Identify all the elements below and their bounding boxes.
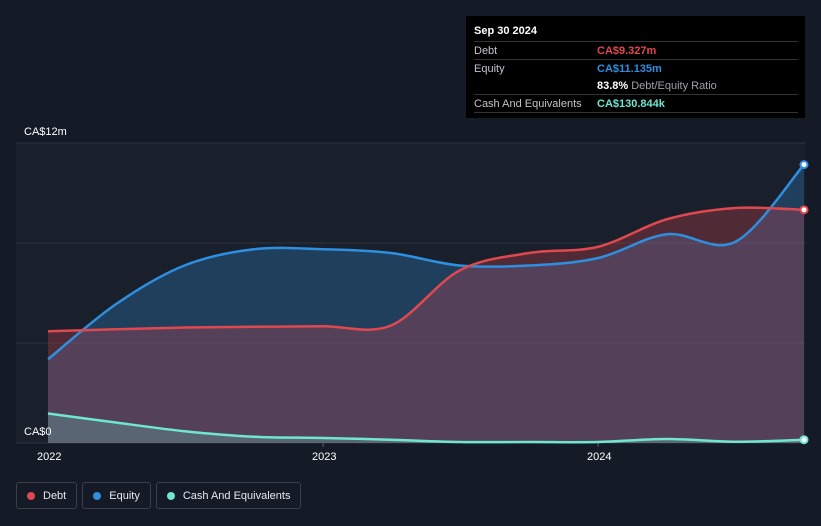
- cash-and-equivalents-end-point: [799, 435, 809, 445]
- plot-background: [16, 143, 805, 443]
- cash-and-equivalents-area: [48, 413, 804, 443]
- legend-item-cash[interactable]: Cash And Equivalents: [155, 482, 302, 509]
- tooltip-panel: Sep 30 2024 Debt CA$9.327m Equity CA$11.…: [466, 16, 805, 118]
- tooltip-row-cash: Cash And Equivalents CA$130.844k: [474, 94, 798, 113]
- legend: Debt Equity Cash And Equivalents: [16, 482, 302, 509]
- debt-dot-icon: [27, 491, 35, 500]
- debt-end-point: [799, 205, 809, 215]
- tooltip-equity-value: CA$11.135m: [597, 62, 662, 75]
- grid-lines: [16, 142, 805, 447]
- cash-dot-icon: [166, 491, 175, 500]
- equity-dot-icon: [93, 491, 102, 500]
- equity-line: [47, 163, 805, 361]
- legend-equity-label: Equity: [109, 489, 140, 502]
- x-tick-2022: 2022: [37, 451, 61, 463]
- end-markers: [799, 160, 809, 445]
- legend-debt-label: Debt: [43, 489, 67, 502]
- legend-item-equity[interactable]: Equity: [82, 482, 151, 509]
- tooltip-cash-label: Cash And Equivalents: [474, 97, 582, 110]
- legend-item-debt[interactable]: Debt: [16, 482, 78, 509]
- y-tick-top: CA$12m: [24, 126, 67, 138]
- equity-area: [48, 164, 804, 443]
- tooltip-ratio-label: Debt/Equity Ratio: [631, 79, 717, 92]
- tooltip-debt-label: Debt: [474, 44, 498, 57]
- tooltip-row-debt: Debt CA$9.327m: [474, 41, 798, 59]
- series-areas: [48, 164, 804, 443]
- debt-line: [47, 206, 805, 333]
- y-tick-bottom: CA$0: [24, 426, 52, 438]
- tooltip-row-ratio: 83.8% Debt/Equity Ratio: [474, 77, 798, 94]
- cash-and-equivalents-line: [47, 412, 805, 444]
- tooltip-row-equity: Equity CA$11.135m: [474, 59, 798, 77]
- tooltip-equity-label: Equity: [474, 62, 505, 75]
- tooltip-date: Sep 30 2024: [474, 25, 537, 37]
- debt-area: [48, 207, 804, 443]
- tooltip-cash-value: CA$130.844k: [597, 97, 665, 110]
- x-tick-2024: 2024: [587, 451, 611, 463]
- tooltip-ratio-value: 83.8%: [597, 79, 629, 92]
- series-lines: [47, 163, 805, 444]
- legend-cash-label: Cash And Equivalents: [182, 489, 291, 502]
- tooltip-debt-value: CA$9.327m: [597, 44, 657, 57]
- equity-end-point: [799, 160, 809, 170]
- x-tick-2023: 2023: [312, 451, 336, 463]
